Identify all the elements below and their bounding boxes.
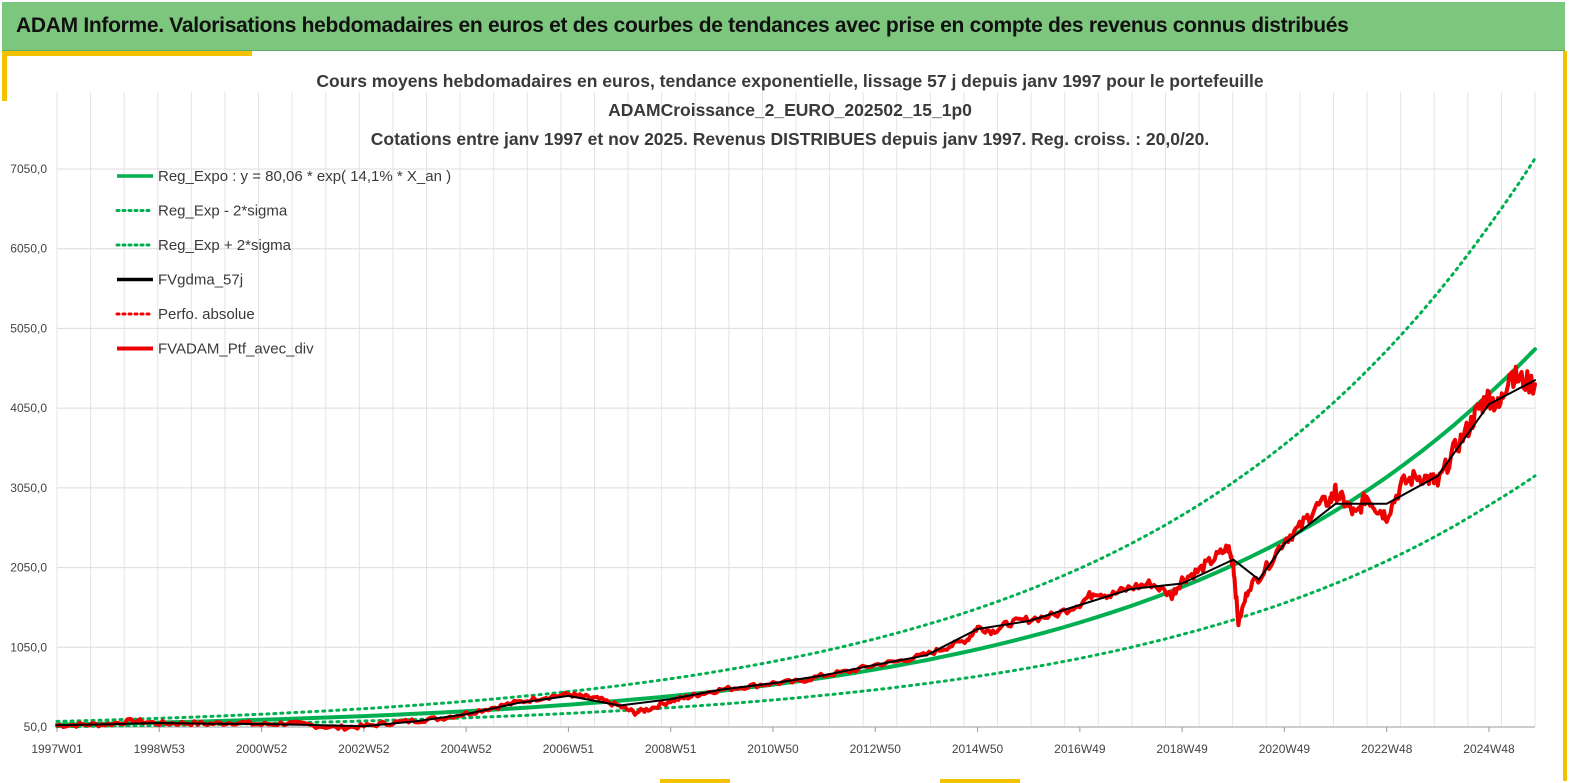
x-tick-label: 2022W48: [1361, 742, 1413, 756]
legend-label: FVADAM_Ptf_avec_div: [158, 341, 314, 358]
y-tick-label: 5050,0: [10, 321, 47, 335]
series-fvgdma-57j: [56, 379, 1536, 728]
y-tick-label: 3050,0: [10, 481, 47, 495]
x-tick-label: 2000W52: [236, 742, 288, 756]
x-tick-label: 2010W50: [747, 742, 799, 756]
x-tick-label: 2020W49: [1259, 742, 1311, 756]
legend-label: FVgdma_57j: [158, 272, 243, 289]
accent-bar-right: [1563, 51, 1567, 781]
chart-title-line-2: ADAMCroissance_2_EURO_202502_15_1p0: [608, 100, 972, 120]
series-fvadam-ptf-avec-div: [55, 364, 1537, 732]
accent-bar-bottom: [660, 779, 730, 783]
y-tick-label: 4050,0: [10, 401, 47, 415]
x-tick-label: 1997W01: [31, 742, 83, 756]
legend-label: Perfo. absolue: [158, 306, 255, 323]
legend-label: Reg_Exp - 2*sigma: [158, 203, 288, 220]
legend-label: Reg_Exp + 2*sigma: [158, 237, 292, 254]
y-tick-label: 50,0: [24, 720, 48, 734]
accent-bar-bottom-2: [940, 779, 1020, 783]
banner-title: ADAM Informe. Valorisations hebdomadaire…: [16, 14, 1349, 37]
x-tick-label: 2012W50: [850, 742, 902, 756]
legend-label: Reg_Expo : y = 80,06 * exp( 14,1% * X_an…: [158, 168, 451, 185]
y-tick-label: 6050,0: [10, 242, 47, 256]
x-tick-label: 2006W51: [543, 742, 595, 756]
y-tick-label: 7050,0: [10, 162, 47, 176]
x-tick-label: 1998W53: [134, 742, 186, 756]
accent-bar-left: [2, 51, 7, 101]
chart-title-line-1: Cours moyens hebdomadaires en euros, ten…: [316, 71, 1264, 91]
x-tick-label: 2016W49: [1054, 742, 1106, 756]
x-tick-label: 2008W51: [645, 742, 697, 756]
x-tick-label: 2014W50: [952, 742, 1004, 756]
x-tick-label: 2004W52: [440, 742, 492, 756]
y-tick-label: 2050,0: [10, 561, 47, 575]
series-reg-exp-2-sigma: [55, 157, 1537, 723]
x-tick-label: 2018W49: [1156, 742, 1208, 756]
y-tick-label: 1050,0: [10, 640, 47, 654]
chart-title-line-3: Cotations entre janv 1997 et nov 2025. R…: [370, 129, 1210, 149]
header-banner: ADAM Informe. Valorisations hebdomadaire…: [2, 2, 1565, 51]
x-tick-label: 2002W52: [338, 742, 390, 756]
accent-bar-top: [2, 51, 252, 56]
x-tick-label: 2024W48: [1463, 742, 1515, 756]
